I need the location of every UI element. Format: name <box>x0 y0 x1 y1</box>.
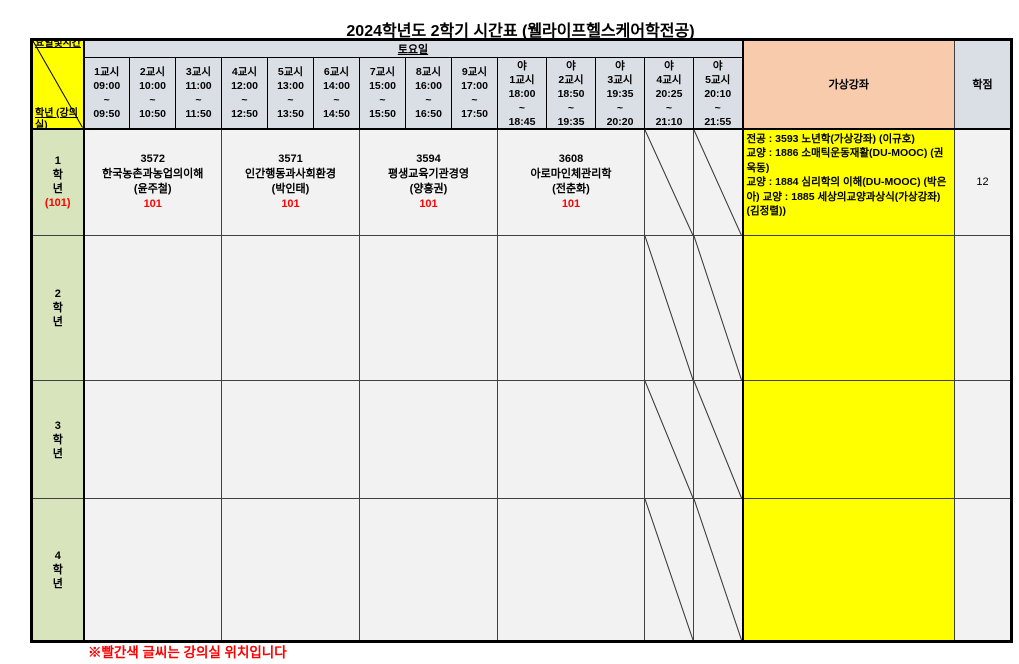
virtual-lecture-header: 가상강좌 <box>741 39 955 130</box>
corner-cell: 요일및시간 학년 (강의실) <box>31 39 85 130</box>
blocked-cell <box>644 380 694 499</box>
course-cell <box>221 498 360 642</box>
grade-cell-1: 1 학 년 (101) <box>31 128 85 236</box>
credits-header: 학점 <box>954 39 1012 130</box>
blocked-cell <box>644 498 694 642</box>
course-cell <box>359 380 498 499</box>
period-header-night-2: 야 2교시 18:50 ~19:35 <box>546 57 596 130</box>
course-cell: 3608 아로마인체관리학 (전춘화) 101 <box>497 128 645 236</box>
virtual-lecture-cell: 전공 : 3593 노년학(가상강좌) (이규호) 교양 : 1886 소매틱운… <box>741 128 955 236</box>
period-header-6: 6교시 14:00 ~14:50 <box>313 57 360 130</box>
virtual-lecture-cell <box>741 380 955 499</box>
grade-cell-3: 3 학 년 <box>31 380 85 499</box>
course-cell <box>83 380 222 499</box>
period-header-night-5: 야 5교시 20:10 ~21:55 <box>693 57 743 130</box>
diagonal-line <box>694 499 742 640</box>
course-cell <box>83 498 222 642</box>
course-cell <box>83 235 222 381</box>
period-header-night-4: 야 4교시 20:25 ~21:10 <box>644 57 694 130</box>
grade-cell-2: 2 학 년 <box>31 235 85 381</box>
corner-label-time: 요일및시간 <box>35 39 81 50</box>
virtual-lecture-cell <box>741 498 955 642</box>
blocked-cell <box>693 380 743 499</box>
period-header-7: 7교시 15:00 ~15:50 <box>359 57 406 130</box>
course-cell <box>497 498 645 642</box>
credits-cell: 12 <box>954 128 1012 236</box>
credits-cell <box>954 498 1012 642</box>
course-cell <box>497 380 645 499</box>
blocked-cell <box>644 235 694 381</box>
period-header-4: 4교시 12:00 ~12:50 <box>221 57 268 130</box>
diagonal-line <box>645 381 693 498</box>
period-header-3: 3교시 11:00 ~11:50 <box>175 57 222 130</box>
course-cell <box>221 380 360 499</box>
credits-cell <box>954 235 1012 381</box>
grade-cell-4: 4 학 년 <box>31 498 85 642</box>
course-cell <box>359 235 498 381</box>
credits-cell <box>954 380 1012 499</box>
page-title: 2024학년도 2학기 시간표 (웰라이프헬스케어학전공) <box>346 23 695 40</box>
footer-note: ※빨간색 글씨는 강의실 위치입니다 <box>88 645 287 660</box>
room-label: (101) <box>44 197 71 210</box>
course-cell <box>359 498 498 642</box>
course-cell <box>221 235 360 381</box>
blocked-cell <box>693 128 743 236</box>
period-header-1: 1교시 09:00 ~09:50 <box>83 57 130 130</box>
diagonal-line <box>645 130 693 236</box>
course-cell: 3594 평생교육기관경영 (양흥권) 101 <box>359 128 498 236</box>
virtual-lecture-cell <box>741 235 955 381</box>
blocked-cell <box>693 498 743 642</box>
diagonal-line <box>645 499 693 640</box>
period-header-9: 9교시 17:00 ~17:50 <box>451 57 498 130</box>
course-cell: 3571 인간행동과사회환경 (박인태) 101 <box>221 128 360 236</box>
diagonal-line <box>694 130 742 236</box>
diagonal-line <box>694 236 742 380</box>
room-label: 101 <box>419 198 438 211</box>
corner-label-grade: 학년 (강의실) <box>35 107 78 129</box>
diagonal-line <box>694 381 742 498</box>
room-label: 101 <box>143 198 162 211</box>
course-cell <box>497 235 645 381</box>
period-header-night-3: 야 3교시 19:35 ~20:20 <box>595 57 645 130</box>
diagonal-line <box>33 41 83 128</box>
timetable: 요일및시간 학년 (강의실) 토요일 가상강좌 학점 1교시 09:00 ~09:5… <box>30 38 1013 643</box>
period-header-5: 5교시 13:00 ~13:50 <box>267 57 314 130</box>
room-label: 101 <box>281 198 300 211</box>
blocked-cell <box>693 235 743 381</box>
period-header-2: 2교시 10:00 ~10:50 <box>129 57 176 130</box>
blocked-cell <box>644 128 694 236</box>
diagonal-line <box>645 236 693 380</box>
room-label: 101 <box>561 198 581 211</box>
course-cell: 3572 한국농촌과농업의이해 (윤주철) 101 <box>83 128 222 236</box>
period-header-night-1: 야 1교시 18:00 ~18:45 <box>497 57 547 130</box>
period-header-8: 8교시 16:00 ~16:50 <box>405 57 452 130</box>
day-header: 토요일 <box>83 39 743 58</box>
